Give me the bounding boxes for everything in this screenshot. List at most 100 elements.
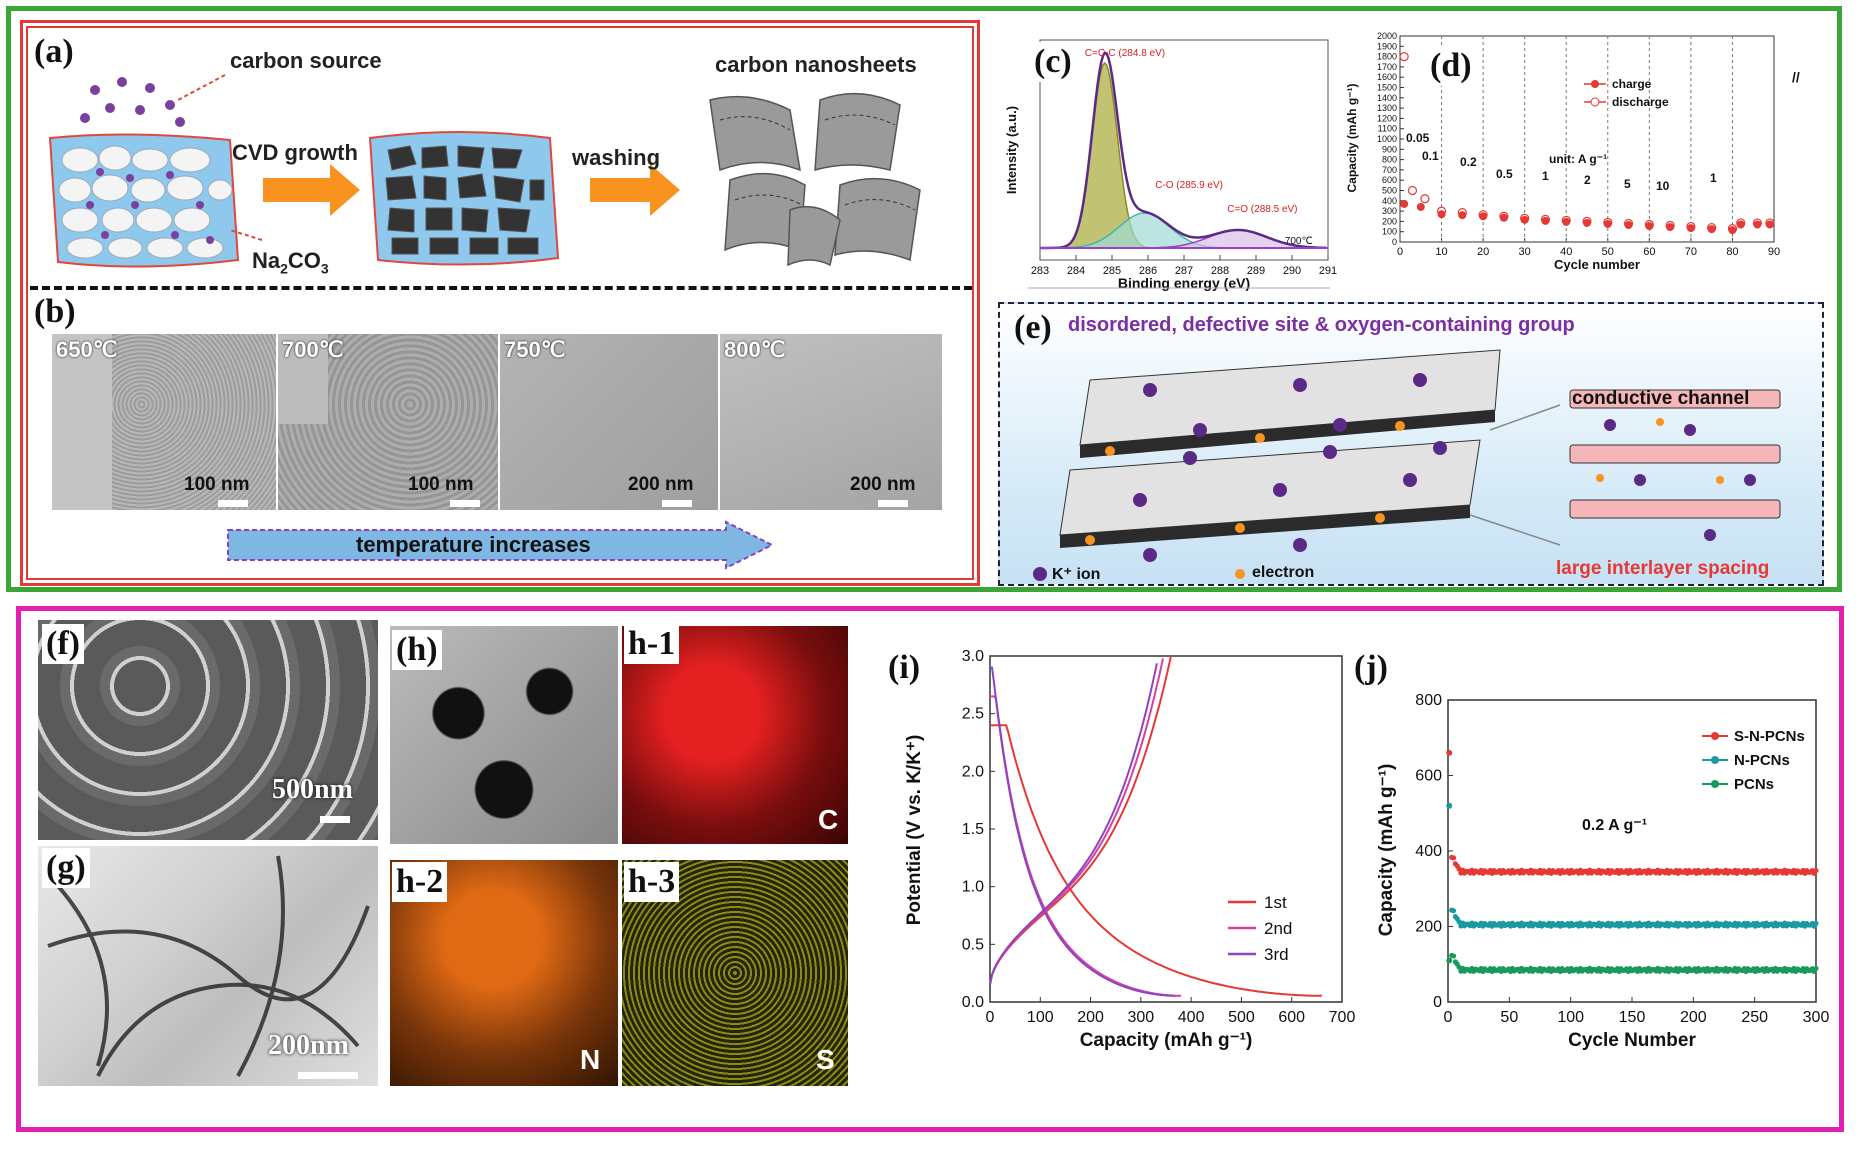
d-point-charge — [1400, 199, 1409, 208]
chart-c-xps: 283 284 285 286 287 288 289 290 291 Binding energ… — [1004, 39, 1337, 291]
d-ytick-label: 1300 — [1377, 103, 1397, 113]
d-xtick-label: 80 — [1726, 246, 1738, 258]
tem-image-750 — [500, 334, 718, 510]
top-figure-frame — [6, 6, 1842, 592]
scale-label-750: 200 nm — [628, 474, 694, 495]
i-xtick-label: 0 — [986, 1009, 995, 1026]
d-point-charge — [1520, 215, 1529, 224]
d-ytick-label: 300 — [1382, 206, 1397, 216]
panel-e-top-text: disordered, defective site & oxygen-cont… — [1068, 314, 1575, 336]
i-xtick-label: 600 — [1278, 1009, 1305, 1026]
d-rate-label: 10 — [1656, 179, 1670, 193]
d-legend-charge: charge — [1612, 77, 1652, 91]
element-label-c: C — [818, 804, 839, 835]
i-xtick-label: 100 — [1027, 1009, 1054, 1026]
panel-label-b: (b) — [30, 292, 80, 332]
scale-bar-750 — [662, 500, 692, 507]
d-xlabel: Cycle number — [1554, 257, 1640, 272]
washing-label: washing — [572, 145, 661, 170]
scale-label-g: 200nm — [268, 1030, 349, 1061]
c-annotation: 700℃ — [1285, 236, 1313, 247]
scale-bar-g — [298, 1072, 358, 1079]
j-ytick-label: 200 — [1415, 919, 1442, 936]
temp-label-650: 650℃ — [56, 337, 118, 362]
i-discharge-1st — [990, 724, 1322, 997]
j-xtick-label: 50 — [1500, 1009, 1518, 1026]
scale-bar-800 — [878, 500, 908, 507]
scale-label-700: 100 nm — [408, 474, 474, 495]
i-legend-1st: 1st — [1264, 893, 1287, 912]
d-point-charge — [1479, 212, 1488, 221]
chart-d-rate: 0100200300400500600700800900100011001200… — [1345, 31, 1800, 272]
j-ytick-label: 800 — [1415, 692, 1442, 709]
d-xtick-label: 30 — [1519, 246, 1531, 258]
i-legend-2nd: 2nd — [1264, 919, 1292, 938]
i-discharge-3rd — [990, 666, 1176, 997]
d-point-charge — [1458, 211, 1467, 220]
d-xtick-label: 60 — [1643, 246, 1655, 258]
d-ytick-label: 600 — [1382, 175, 1397, 185]
i-plot-area — [989, 655, 1343, 1003]
c-peak-label-0: C=C-C (284.8 eV) — [1085, 48, 1165, 59]
d-rate-label: 0.05 — [1406, 131, 1430, 145]
chart-j-cycling: 0 50 100 150 200 250 300 0 200 400 600 800 Cycle Num… — [1376, 692, 1830, 1051]
panel-label-f: (f) — [42, 624, 84, 664]
j-legend-marker-N-PCNs — [1711, 756, 1719, 764]
j-point-S-N-PCNs — [1450, 855, 1457, 861]
c-xtick-label: 285 — [1103, 265, 1121, 277]
d-xtick-label: 70 — [1685, 246, 1697, 258]
c-xlabel: Binding energy (eV) — [1118, 275, 1250, 291]
d-ytick-label: 500 — [1382, 186, 1397, 196]
j-legend-PCNs: PCNs — [1734, 776, 1774, 793]
d-xtick-label: 90 — [1768, 246, 1780, 258]
bottom-figure-frame — [16, 606, 1844, 1132]
d-point-charge — [1499, 213, 1508, 222]
d-ytick-label: 1100 — [1378, 124, 1397, 134]
d-point-charge — [1603, 219, 1612, 228]
j-xtick-label: 200 — [1680, 1009, 1707, 1026]
panel-label-h3: h-3 — [624, 862, 680, 902]
j-first-point-S-N-PCNs — [1446, 749, 1453, 756]
panel-e-schematic — [1033, 349, 1781, 581]
tem-image-g — [38, 846, 378, 1086]
element-label-n: N — [580, 1044, 601, 1075]
panel-ab-frame-outer — [20, 20, 980, 586]
j-legend-marker-PCNs — [1711, 780, 1719, 788]
scale-label-650: 100 nm — [184, 474, 250, 495]
j-xtick-label: 300 — [1803, 1009, 1830, 1026]
d-ytick-label: 1200 — [1377, 113, 1397, 123]
scale-bar-700 — [450, 500, 480, 507]
j-ytick-label: 400 — [1415, 843, 1442, 860]
panel-a-schematic — [48, 74, 921, 268]
j-ylabel: Capacity (mAh g⁻¹) — [1376, 764, 1397, 937]
panel-ab-frame-inner — [26, 26, 974, 580]
j-first-point-PCNs — [1446, 957, 1453, 964]
d-rate-label: 1 — [1542, 169, 1549, 183]
d-ytick-label: 400 — [1382, 196, 1397, 206]
j-xtick-label: 150 — [1619, 1009, 1646, 1026]
d-point-charge — [1765, 220, 1774, 229]
electron-legend: electron — [1252, 564, 1315, 581]
j-annotation: 0.2 A g⁻¹ — [1582, 817, 1647, 834]
d-rate-label: 0.5 — [1496, 167, 1513, 181]
d-legend-discharge: discharge — [1612, 95, 1669, 109]
d-xtick-label: 20 — [1477, 246, 1489, 258]
d-rate-label: 5 — [1624, 177, 1631, 191]
na2co3-label: Na2CO3 — [252, 248, 329, 277]
d-ytick-label: 1600 — [1377, 72, 1397, 82]
d-point-charge — [1645, 222, 1654, 231]
d-xtick-label: 10 — [1435, 246, 1447, 258]
c-xtick-label: 290 — [1283, 265, 1301, 277]
interlayer-spacing-label: large interlayer spacing — [1556, 558, 1770, 579]
tem-image-650 — [52, 334, 276, 510]
j-point-PCNs — [1813, 965, 1819, 972]
d-point-charge — [1686, 224, 1695, 233]
d-rate-label: 2 — [1584, 173, 1591, 187]
d-point-charge — [1753, 220, 1762, 229]
j-legend-marker-S-N-PCNs — [1711, 732, 1719, 740]
d-point-charge — [1624, 221, 1633, 230]
d-point-charge — [1416, 202, 1425, 211]
c-peak-label-1: C-O (285.9 eV) — [1155, 180, 1223, 191]
k-ion-legend: K⁺ ion — [1052, 566, 1101, 583]
j-point-PCNs — [1450, 953, 1457, 959]
